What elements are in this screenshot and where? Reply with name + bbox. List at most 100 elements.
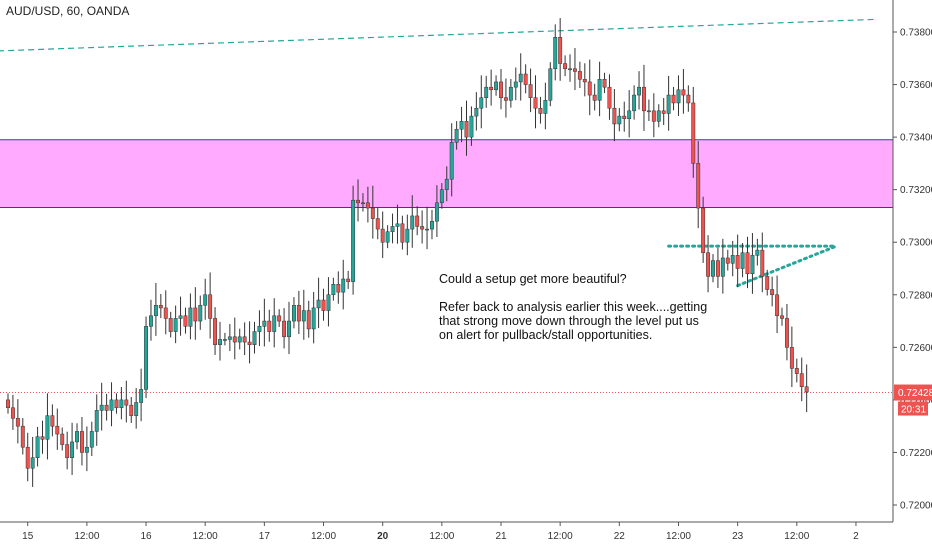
candle <box>75 423 79 450</box>
candle <box>642 64 646 131</box>
candle-body <box>622 115 627 119</box>
candle-body <box>434 202 439 222</box>
candle <box>449 123 454 197</box>
candle-body <box>760 249 765 277</box>
candle <box>356 179 360 222</box>
candle <box>272 298 277 348</box>
candle <box>336 271 341 304</box>
candle-body <box>45 415 50 440</box>
candle <box>385 225 390 249</box>
candle <box>129 396 134 423</box>
candle-body <box>587 81 592 96</box>
candle-body <box>158 305 163 309</box>
candle-body <box>40 436 45 440</box>
candle-body <box>237 336 242 343</box>
candle <box>326 277 331 327</box>
x-tick-label: 23 <box>732 531 744 542</box>
candle-body <box>642 86 646 112</box>
y-tick-label: 0.72000 <box>900 501 932 512</box>
candle <box>469 106 474 146</box>
candle <box>40 420 45 454</box>
candle-body <box>75 431 79 443</box>
candle <box>331 277 336 301</box>
candle-body <box>573 68 577 72</box>
candle <box>311 291 316 344</box>
candle <box>109 382 114 427</box>
candle-body <box>94 410 99 432</box>
candle-body <box>50 415 55 427</box>
candle <box>341 259 346 310</box>
candle-body <box>134 402 139 416</box>
candle-body <box>449 142 454 180</box>
candle-body <box>331 284 336 296</box>
candle <box>523 64 528 94</box>
candle <box>380 211 385 259</box>
candle-body <box>538 107 543 114</box>
candle <box>508 79 513 108</box>
candle <box>173 305 178 344</box>
candle-body <box>25 446 30 469</box>
candle-layer <box>6 18 809 487</box>
candle-body <box>715 260 720 277</box>
candle-body <box>681 89 686 96</box>
candle <box>405 214 410 256</box>
candle-body <box>494 81 499 91</box>
candle <box>425 206 430 250</box>
candle-body <box>750 255 755 275</box>
candle-body <box>740 252 745 269</box>
candle-body <box>666 94 671 114</box>
candle <box>94 394 99 446</box>
candle-body <box>60 433 65 445</box>
candle-body <box>765 276 770 290</box>
candle-body <box>341 278 346 293</box>
countdown-tag <box>898 401 928 416</box>
candle <box>671 86 676 111</box>
candle-body <box>686 94 691 104</box>
x-tick-label: 21 <box>495 531 507 542</box>
candle <box>706 235 711 293</box>
candle <box>306 300 311 338</box>
candle <box>755 238 760 266</box>
candle <box>681 69 686 114</box>
candle-body <box>203 294 208 306</box>
candle-body <box>770 289 775 296</box>
candle-body <box>499 81 503 98</box>
candle-body <box>15 418 20 427</box>
candle <box>370 185 375 239</box>
candle-body <box>563 63 568 70</box>
candle-body <box>262 320 267 327</box>
candle <box>750 233 755 294</box>
candle-body <box>661 110 666 114</box>
candle <box>804 364 809 413</box>
candle-body <box>114 399 119 409</box>
candle <box>730 240 735 277</box>
candle <box>282 308 287 349</box>
candle-body <box>218 339 222 345</box>
candle <box>735 234 740 288</box>
candle <box>139 368 144 422</box>
candle <box>287 301 291 355</box>
candle-body <box>415 215 420 227</box>
candle-body <box>356 199 360 204</box>
candle-body <box>287 320 291 338</box>
candle-body <box>484 86 489 98</box>
candle <box>582 63 587 97</box>
candle-body <box>454 128 459 143</box>
candle <box>390 213 395 244</box>
candle-body <box>745 252 750 275</box>
candle <box>701 196 706 263</box>
candle <box>568 54 572 82</box>
x-tick-label: 16 <box>140 531 152 542</box>
candle <box>321 288 326 321</box>
candle-body <box>597 79 602 101</box>
candle <box>622 101 627 132</box>
candle-body <box>119 399 124 409</box>
candle <box>193 287 198 340</box>
candle <box>153 282 158 336</box>
candle-body <box>257 326 262 332</box>
candle-body <box>104 404 109 411</box>
candle-body <box>479 97 484 109</box>
candle-body <box>129 404 134 416</box>
candle <box>464 100 469 156</box>
